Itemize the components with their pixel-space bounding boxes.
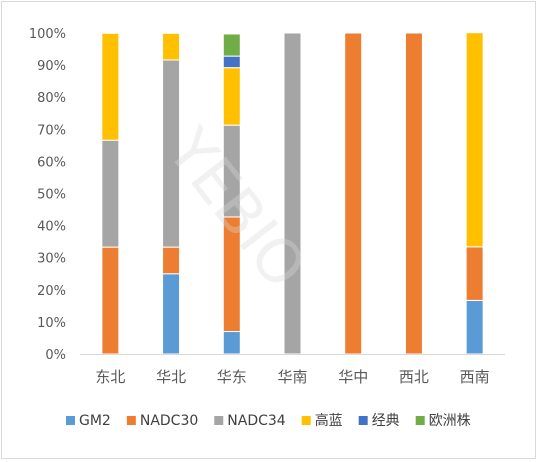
y-tick-label: 70% [37,123,66,138]
y-tick-label: 20% [37,284,66,299]
y-tick-label: 100% [29,27,66,42]
legend-label: 欧洲株 [429,413,471,429]
y-tick-label: 0% [45,348,66,363]
y-tick-label: 40% [37,220,66,235]
x-tick-label: 华中 [338,368,368,386]
x-tick-label: 华南 [277,368,307,386]
y-tick-label: 10% [37,316,66,331]
legend-label: NADC34 [227,413,286,429]
bar-segment-欧洲株-华东 [222,33,241,57]
bar-segment-NADC30-华中 [344,32,363,355]
bar-segment-NADC34-华南 [283,32,302,355]
bar-segment-高蓝-西南 [465,32,484,248]
bar-segment-GM2-华北 [162,273,181,355]
y-tick-label: 30% [37,252,66,267]
bar-segment-NADC34-东北 [101,139,120,248]
legend-swatch [66,416,75,425]
legend-swatch [126,416,136,425]
legend-label: NADC30 [140,413,198,429]
bar-segment-高蓝-华北 [162,32,181,61]
bar-segment-高蓝-东北 [101,32,120,141]
y-tick-label: 50% [37,188,66,203]
legend-swatch [358,416,368,425]
x-tick-label: 东北 [95,368,125,386]
x-tick-label: 西南 [460,368,490,386]
legend-label: 高蓝 [315,412,343,429]
bar-segment-GM2-西南 [465,299,484,355]
bar-segment-NADC30-华北 [162,246,181,275]
y-axis: 0% 10% 20% 30% 40% 50% 60% 70% 80% 90% 100% [29,27,66,363]
legend-swatch [415,416,425,425]
x-axis: 东北 华北 华东 华南 华中 西北 西南 [95,368,489,386]
x-tick-label: 华东 [217,368,247,386]
legend-swatch [214,416,224,425]
x-tick-label: 华北 [156,368,186,386]
y-tick-label: 60% [37,155,66,170]
y-tick-label: 80% [37,91,66,106]
bar-segment-GM2-华东 [222,331,241,355]
legend-swatch [301,416,311,425]
y-tick-label: 90% [37,59,66,74]
legend: GM2 NADC30 NADC34 高蓝 经典 欧洲株 [66,412,471,429]
x-tick-label: 西北 [399,368,429,386]
bar-segment-经典-华东 [222,55,241,69]
bar-segment-NADC30-东北 [101,246,120,355]
legend-label: 经典 [372,413,400,429]
bar-area [101,32,484,355]
bar-segment-NADC30-西北 [404,32,423,355]
bar-segment-高蓝-华东 [222,67,241,126]
legend-label: GM2 [79,413,111,429]
bar-segment-NADC30-西南 [465,246,484,301]
